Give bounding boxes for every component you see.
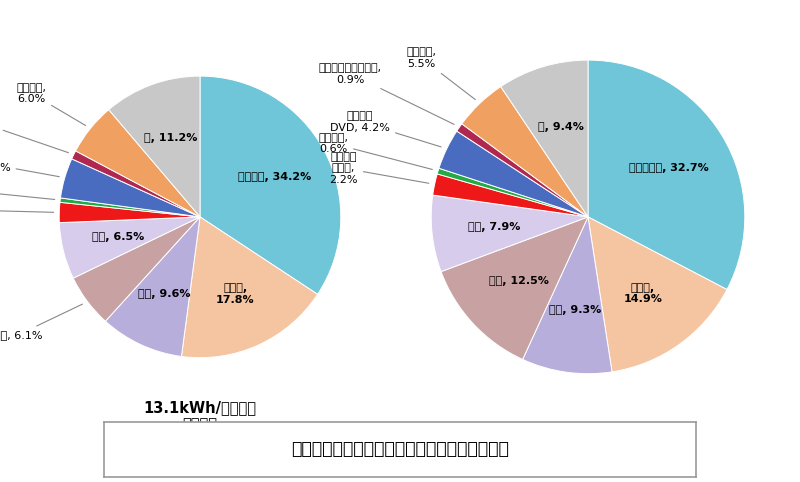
Text: 給湯, 12.5%: 給湯, 12.5% — [489, 276, 549, 286]
Wedge shape — [433, 174, 588, 217]
Text: テレビ・
DVD, 4.6%: テレビ・ DVD, 4.6% — [0, 152, 59, 177]
Text: パソコン・ルーター,
1.0%: パソコン・ルーター, 1.0% — [0, 107, 69, 153]
Text: 冷蔵庫,
17.8%: 冷蔵庫, 17.8% — [216, 283, 254, 305]
Wedge shape — [74, 217, 200, 321]
Wedge shape — [59, 217, 200, 278]
Wedge shape — [439, 131, 588, 217]
Text: 他, 11.2%: 他, 11.2% — [144, 133, 198, 143]
Wedge shape — [182, 217, 318, 358]
Wedge shape — [200, 76, 341, 295]
Text: 炊事, 7.9%: 炊事, 7.9% — [468, 222, 521, 232]
Wedge shape — [441, 217, 588, 360]
Wedge shape — [431, 195, 588, 271]
Text: 洗濯機・
乾燥機,
2.2%: 洗濯機・ 乾燥機, 2.2% — [330, 151, 429, 185]
Wedge shape — [588, 60, 745, 290]
Wedge shape — [72, 151, 200, 217]
Wedge shape — [457, 124, 588, 217]
Text: 13.1kWh/世帯・日
（夏季）: 13.1kWh/世帯・日 （夏季） — [143, 400, 257, 432]
Text: 待機電力,
5.5%: 待機電力, 5.5% — [406, 47, 475, 100]
Wedge shape — [522, 217, 612, 374]
Wedge shape — [60, 198, 200, 217]
Text: パソコン・ルーター,
0.9%: パソコン・ルーター, 0.9% — [319, 63, 454, 124]
Wedge shape — [61, 159, 200, 217]
Wedge shape — [438, 168, 588, 217]
Wedge shape — [462, 87, 588, 217]
Text: 洗濯機・
乾燥機,
2.3%: 洗濯機・ 乾燥機, 2.3% — [0, 194, 54, 227]
Wedge shape — [588, 217, 727, 372]
Text: 照明, 9.6%: 照明, 9.6% — [138, 289, 190, 298]
Text: テレビ・
DVD, 4.2%: テレビ・ DVD, 4.2% — [330, 111, 441, 147]
Text: 冷蔵庫,
14.9%: 冷蔵庫, 14.9% — [623, 282, 662, 304]
Text: 家庭における家電製品の一日での電力消費割合: 家庭における家電製品の一日での電力消費割合 — [291, 441, 509, 458]
Wedge shape — [59, 202, 200, 223]
Text: 待機電力,
6.0%: 待機電力, 6.0% — [16, 82, 86, 125]
Text: 他, 9.4%: 他, 9.4% — [538, 122, 583, 132]
Text: 炊事, 6.5%: 炊事, 6.5% — [92, 232, 144, 242]
Wedge shape — [501, 60, 588, 217]
Text: エアコン等, 32.7%: エアコン等, 32.7% — [629, 163, 708, 173]
Wedge shape — [106, 217, 200, 357]
Text: 給湯, 6.1%: 給湯, 6.1% — [0, 304, 82, 340]
Wedge shape — [76, 110, 200, 217]
Text: 温水便座,
0.6%: 温水便座, 0.6% — [318, 133, 432, 170]
Text: 照明, 9.3%: 照明, 9.3% — [549, 305, 601, 315]
Wedge shape — [109, 76, 200, 217]
Text: 温水便座,
0.5%: 温水便座, 0.5% — [0, 179, 54, 201]
Text: エアコン, 34.2%: エアコン, 34.2% — [238, 172, 311, 182]
Text: 14.2kWh/世帯・日
（冬季）: 14.2kWh/世帯・日 （冬季） — [531, 421, 645, 453]
